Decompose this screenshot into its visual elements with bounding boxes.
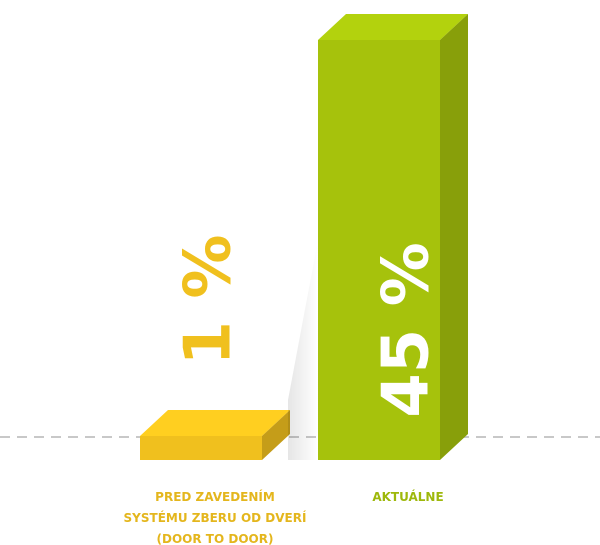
bars: 1 % PRED ZAVEDENÍM SYSTÉMU ZBERU OD DVERÍ(… [124, 14, 468, 545]
value-label: 1 % [172, 235, 246, 366]
value-label: 45 % [370, 242, 444, 417]
bar-front [140, 436, 262, 460]
bar-top [318, 14, 468, 40]
bar-top [140, 410, 290, 436]
bar-side [440, 14, 468, 460]
bar-side [262, 410, 290, 460]
bar-shadow [288, 240, 318, 460]
bar-front [318, 40, 440, 460]
category-label: AKTUÁLNE [372, 489, 443, 504]
category-label: PRED ZAVEDENÍM SYSTÉMU ZBERU OD DVERÍ (DOO… [124, 489, 307, 545]
